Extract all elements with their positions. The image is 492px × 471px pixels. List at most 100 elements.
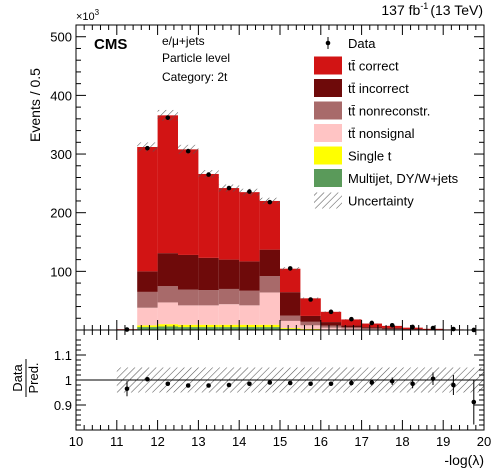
legend-swatch-single_t [314,146,342,165]
bar-tt_incorrect [320,322,342,326]
legend-swatch-tt_correct [314,56,342,75]
x-tick-label: 14 [232,434,246,449]
bar-tt_nonreconstr [137,291,158,308]
bar-tt_incorrect [259,249,280,277]
bar-tt_nonreconstr [218,288,240,305]
legend-label: Multijet, DY/W+jets [348,171,459,186]
ratio-point [389,378,395,384]
bar-single_t [259,324,280,328]
ratio-y-tick-label: 1.1 [54,348,72,363]
data-point [165,115,171,120]
info-line-category: Category: 2t [162,70,228,84]
bar-tt_nonsignal [320,327,342,330]
bar-single_t [218,324,240,328]
legend: Data tt̄ correct tt̄ incorrect tt̄ nonrecon… [314,36,459,209]
y-exponent-label: ×103 [76,8,100,23]
ratio-point [328,381,334,387]
legend-label: Single t [348,149,392,164]
legend-label: tt̄ nonsignal [348,126,415,141]
bar-tt_correct [198,173,219,258]
bar-multijet [259,327,280,330]
legend-label: Uncertainty [348,194,414,209]
bar-multijet [137,327,158,330]
bar-single_t [137,325,158,328]
legend-uncertainty-swatch [314,192,342,209]
bar-tt_incorrect [157,253,178,287]
bar-tt_nonsignal [300,325,321,329]
bar-single_t [239,324,260,328]
ratio-y-label: Data Pred. [10,359,41,397]
x-tick-label: 11 [110,434,124,449]
legend-swatch-tt_incorrect [314,79,342,97]
bar-tt_incorrect [198,257,219,291]
bar-tt_correct [239,192,260,262]
svg-text:Data: Data [10,364,25,392]
bar-tt_correct [300,298,321,316]
legend-label: tt̄ nonreconstr. [348,104,430,119]
bar-tt_nonreconstr [382,328,403,330]
x-tick-label: 17 [354,434,368,449]
bar-tt_nonreconstr [361,328,382,330]
legend-swatch-tt_nonsignal [314,124,342,142]
bar-tt_incorrect [137,271,158,292]
bar-single_t [198,324,219,328]
bar-tt_nonreconstr [259,276,280,293]
ratio-y-tick-label: 1 [65,373,72,388]
bar-tt_incorrect [361,327,382,329]
ratio-point [287,380,293,386]
bar-tt_nonreconstr [341,327,362,329]
y-tick-label: 400 [50,88,72,103]
bar-tt_correct [218,188,240,260]
bar-tt_correct [137,147,158,272]
y-tick-label: 300 [50,147,72,162]
bar-tt_nonsignal [239,305,260,325]
x-tick-label: 10 [69,434,83,449]
bar-tt_nonsignal [361,329,382,330]
x-axis-label: -log(λ) [444,452,484,468]
bar-tt_incorrect [280,292,301,316]
bar-tt_correct [361,323,382,328]
data-points [124,115,477,333]
x-tick-label: 19 [436,434,450,449]
bar-tt_nonsignal [280,320,301,328]
ratio-point [430,376,436,382]
bar-tt_nonreconstr [178,289,199,306]
y-tick-label: 100 [50,264,72,279]
top-panel: 100 200 300 400 500 Events / 0.5 ×103 CMS e/… [27,8,485,333]
data-point [349,316,354,322]
ratio-point [451,382,456,388]
ratio-point [410,381,415,387]
data-point [410,324,415,330]
top-axes: 100 200 300 400 500 [50,24,485,330]
data-point [430,325,436,331]
y-tick-label: 200 [50,206,72,221]
bar-multijet [239,327,260,330]
data-point [185,148,191,154]
x-tick-label: 18 [395,434,409,449]
data-point [308,297,313,302]
ratio-points [124,372,477,425]
ratio-point [185,383,191,388]
data-point [328,309,334,315]
bar-single_t [280,327,301,329]
bar-single_t [157,324,178,327]
ratio-point [349,380,354,386]
bar-tt_nonsignal [137,307,158,326]
bar-tt_correct [157,115,178,254]
bar-single_t [300,328,321,330]
bar-tt_incorrect [382,327,403,329]
data-point [267,199,273,205]
legend-label: Data [348,36,376,51]
bar-multijet [157,326,178,330]
legend-swatch-multijet [314,169,342,187]
data-point [247,189,252,194]
ratio-point [145,376,150,382]
bar-tt_correct [259,200,280,250]
cms-label: CMS [94,36,127,53]
ratio-point [206,383,211,388]
bar-multijet [178,327,199,330]
ratio-axes: 0.9 1 1.1 10 11 12 13 14 15 16 17 18 19 20 [54,330,491,449]
legend-data-marker [325,40,331,46]
ratio-point [308,381,313,387]
